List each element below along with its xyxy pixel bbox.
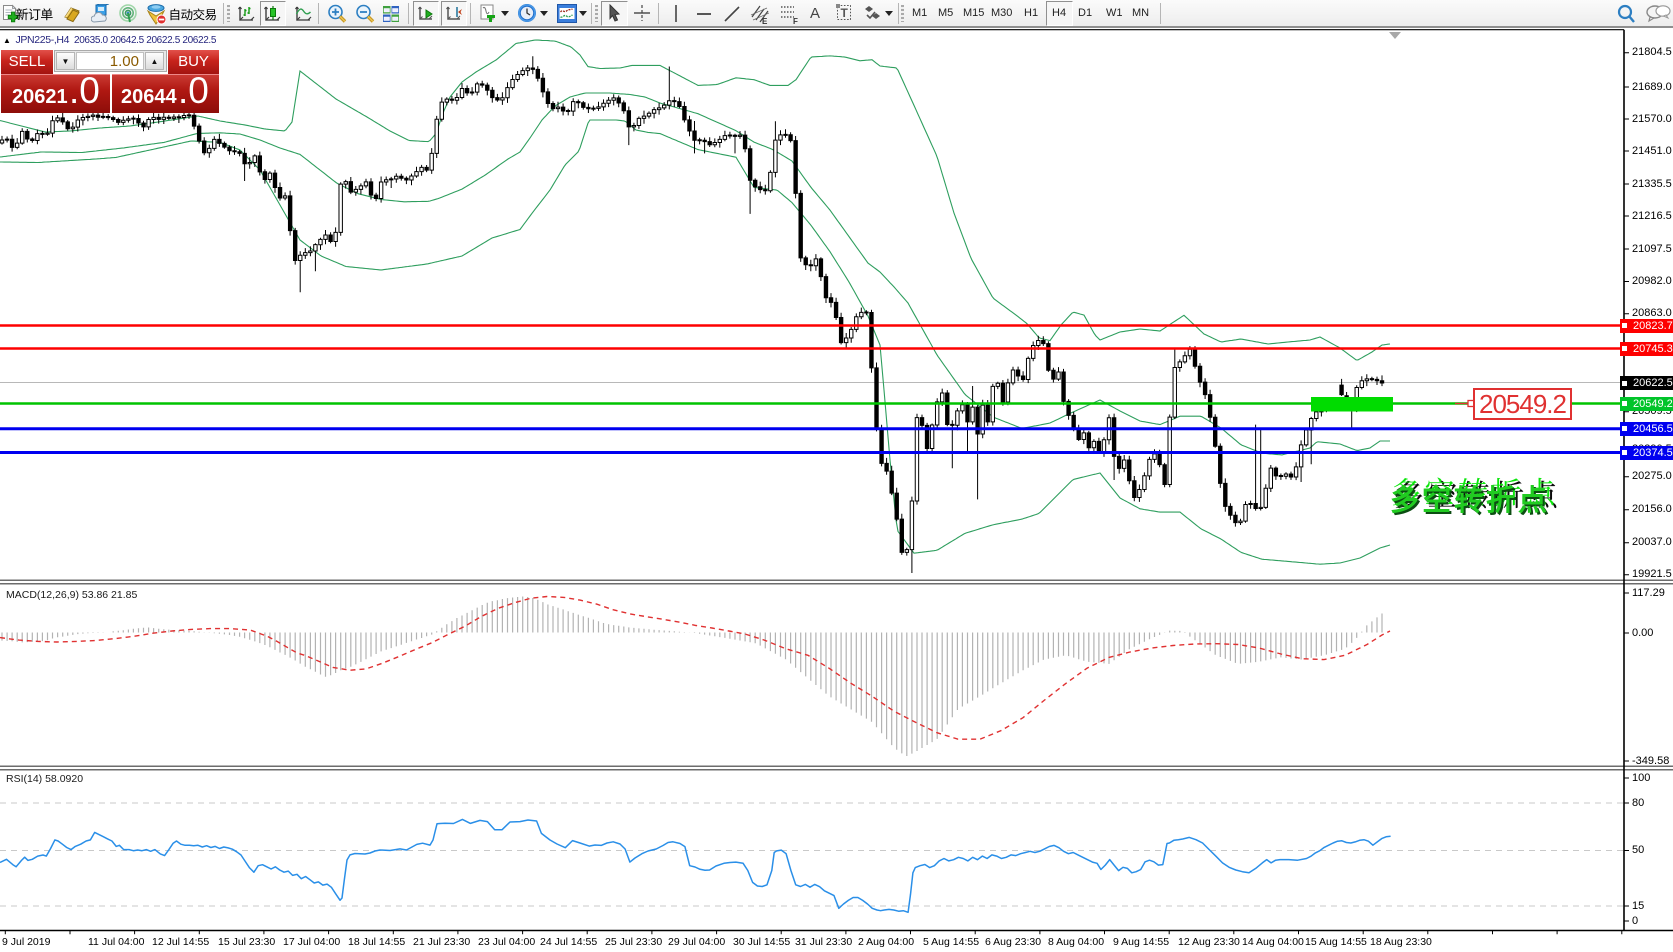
svg-text:F: F — [793, 17, 798, 25]
svg-text:T: T — [841, 6, 849, 20]
svg-text:E: E — [762, 17, 768, 25]
